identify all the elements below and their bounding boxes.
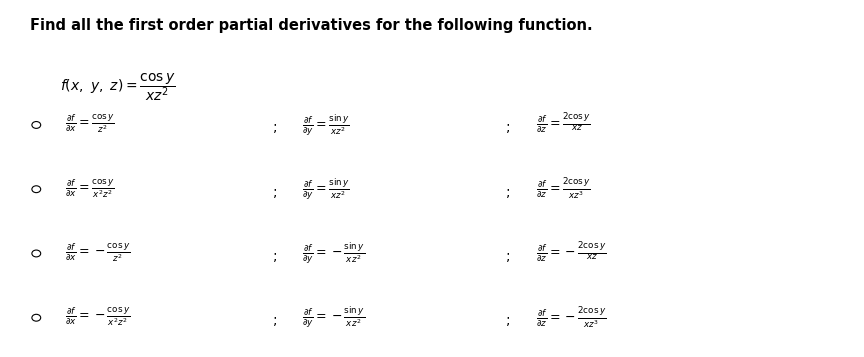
- Text: $;$: $;$: [505, 250, 511, 264]
- Text: $\frac{\partial f}{\partial z} = -\frac{2\cos y}{xz}$: $\frac{\partial f}{\partial z} = -\frac{…: [536, 241, 606, 265]
- Text: $\frac{\partial f}{\partial y} = \frac{\sin y}{xz^{2}}$: $\frac{\partial f}{\partial y} = \frac{\…: [302, 112, 350, 138]
- Text: $f(x,\ y,\ z)=\dfrac{\cos y}{xz^{2}}$: $f(x,\ y,\ z)=\dfrac{\cos y}{xz^{2}}$: [60, 71, 176, 103]
- Text: $;$: $;$: [272, 250, 277, 264]
- Text: $\frac{\partial f}{\partial x} = -\frac{\cos y}{x^{2}z^{2}}$: $\frac{\partial f}{\partial x} = -\frac{…: [65, 305, 130, 328]
- Text: $\frac{\partial f}{\partial x} = \frac{\cos y}{x^{2}z^{2}}$: $\frac{\partial f}{\partial x} = \frac{\…: [65, 177, 115, 200]
- Text: $;$: $;$: [505, 121, 511, 135]
- Text: $\frac{\partial f}{\partial x} = -\frac{\cos y}{z^{2}}$: $\frac{\partial f}{\partial x} = -\frac{…: [65, 241, 130, 264]
- Text: $;$: $;$: [272, 186, 277, 200]
- Text: $\frac{\partial f}{\partial y} = -\frac{\sin y}{xz^{2}}$: $\frac{\partial f}{\partial y} = -\frac{…: [302, 241, 365, 266]
- Text: $;$: $;$: [505, 314, 511, 328]
- Text: $;$: $;$: [272, 121, 277, 135]
- Text: $\frac{\partial f}{\partial z} = \frac{2\cos y}{xz}$: $\frac{\partial f}{\partial z} = \frac{2…: [536, 112, 591, 136]
- Text: $\frac{\partial f}{\partial z} = -\frac{2\cos y}{xz^{3}}$: $\frac{\partial f}{\partial z} = -\frac{…: [536, 305, 606, 331]
- Text: $\frac{\partial f}{\partial y} = \frac{\sin y}{xz^{2}}$: $\frac{\partial f}{\partial y} = \frac{\…: [302, 177, 350, 202]
- Text: $;$: $;$: [272, 314, 277, 328]
- Text: $\frac{\partial f}{\partial z} = \frac{2\cos y}{xz^{3}}$: $\frac{\partial f}{\partial z} = \frac{2…: [536, 177, 591, 202]
- Text: $\frac{\partial f}{\partial y} = -\frac{\sin y}{xz^{2}}$: $\frac{\partial f}{\partial y} = -\frac{…: [302, 305, 365, 331]
- Text: Find all the first order partial derivatives for the following function.: Find all the first order partial derivat…: [30, 18, 593, 33]
- Text: $\frac{\partial f}{\partial x} = \frac{\cos y}{z^{2}}$: $\frac{\partial f}{\partial x} = \frac{\…: [65, 112, 115, 135]
- Text: $;$: $;$: [505, 186, 511, 200]
